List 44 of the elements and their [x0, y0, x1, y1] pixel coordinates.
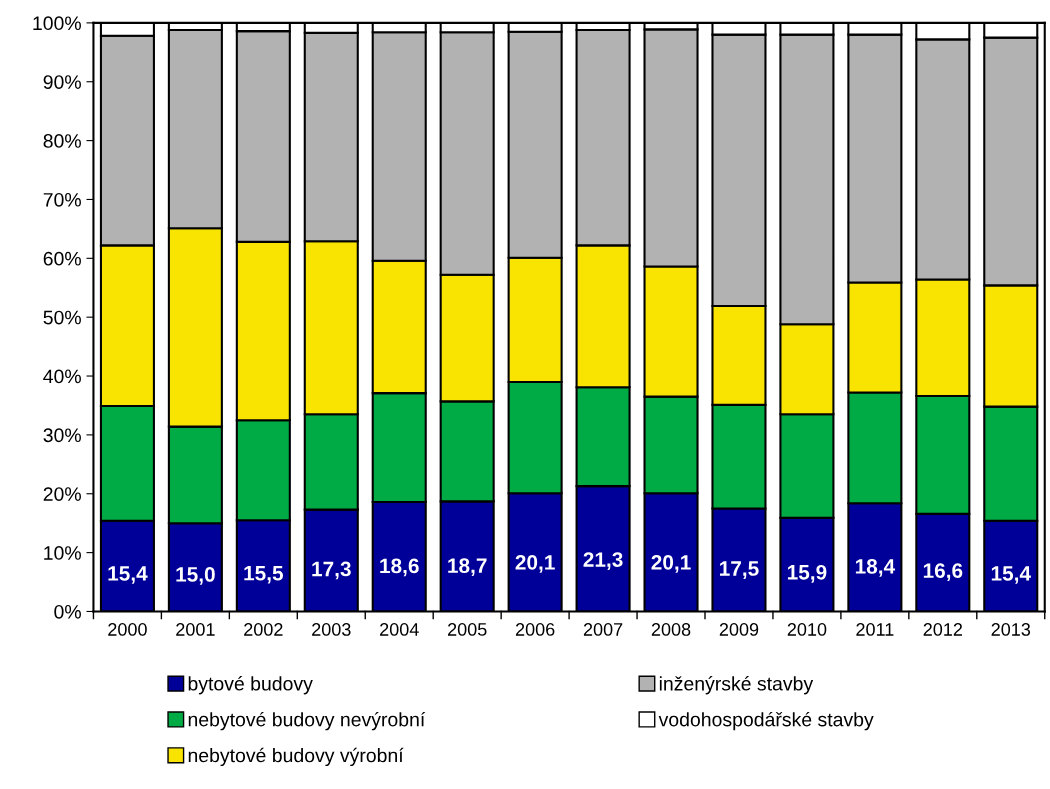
data-label: 20,1 [515, 554, 555, 573]
x-tick-label: 2001 [176, 623, 215, 636]
x-tick-label: 2005 [448, 623, 487, 636]
data-label: 17,3 [312, 561, 351, 580]
data-label: 21,3 [583, 552, 623, 570]
y-tick-label: 50% [43, 310, 81, 325]
y-tick-label: 70% [43, 192, 81, 207]
legend-label: inženýrské stavby [659, 676, 814, 695]
y-tick-label: 10% [44, 546, 81, 560]
x-tick-label: 2007 [583, 623, 623, 636]
y-tick-label: 40% [43, 369, 81, 384]
data-label: 15,4 [108, 566, 148, 584]
y-tick-label: 100% [33, 16, 81, 31]
x-tick-label: 2002 [244, 623, 283, 636]
data-label: 20,1 [651, 554, 691, 573]
data-label: 15,4 [991, 566, 1031, 584]
data-label: 17,5 [720, 561, 759, 579]
data-label: 15,9 [787, 564, 827, 583]
x-tick-label: 2012 [923, 623, 962, 636]
x-tick-label: 2006 [515, 623, 555, 636]
y-tick-label: 30% [43, 428, 81, 443]
legend-label: vodohospodářské stavby [658, 711, 874, 731]
legend-label: nebytové budovy výrobní [188, 747, 404, 767]
data-label: 18,6 [380, 558, 419, 577]
data-label: 15,0 [176, 567, 215, 585]
legend-label: nebytové budovy nevýrobní [188, 711, 426, 731]
x-tick-label: 2009 [719, 623, 759, 636]
y-tick-label: 20% [43, 487, 81, 501]
x-tick-label: 2011 [856, 623, 894, 636]
y-tick-label: 80% [43, 134, 81, 148]
x-tick-label: 2000 [108, 623, 147, 636]
legend-label: bytové budovy [188, 676, 313, 695]
x-tick-label: 2013 [991, 623, 1031, 636]
x-tick-label: 2008 [651, 623, 691, 636]
data-label: 16,6 [923, 563, 963, 582]
data-label: 15,5 [244, 566, 284, 584]
y-tick-label: 0% [54, 604, 81, 619]
data-label: 18,7 [448, 558, 487, 577]
x-tick-label: 2010 [787, 623, 827, 636]
x-tick-label: 2004 [380, 623, 419, 636]
x-tick-label: 2003 [312, 623, 351, 636]
y-tick-label: 60% [43, 251, 81, 266]
y-tick-label: 90% [43, 75, 81, 89]
data-label: 18,4 [855, 558, 896, 577]
